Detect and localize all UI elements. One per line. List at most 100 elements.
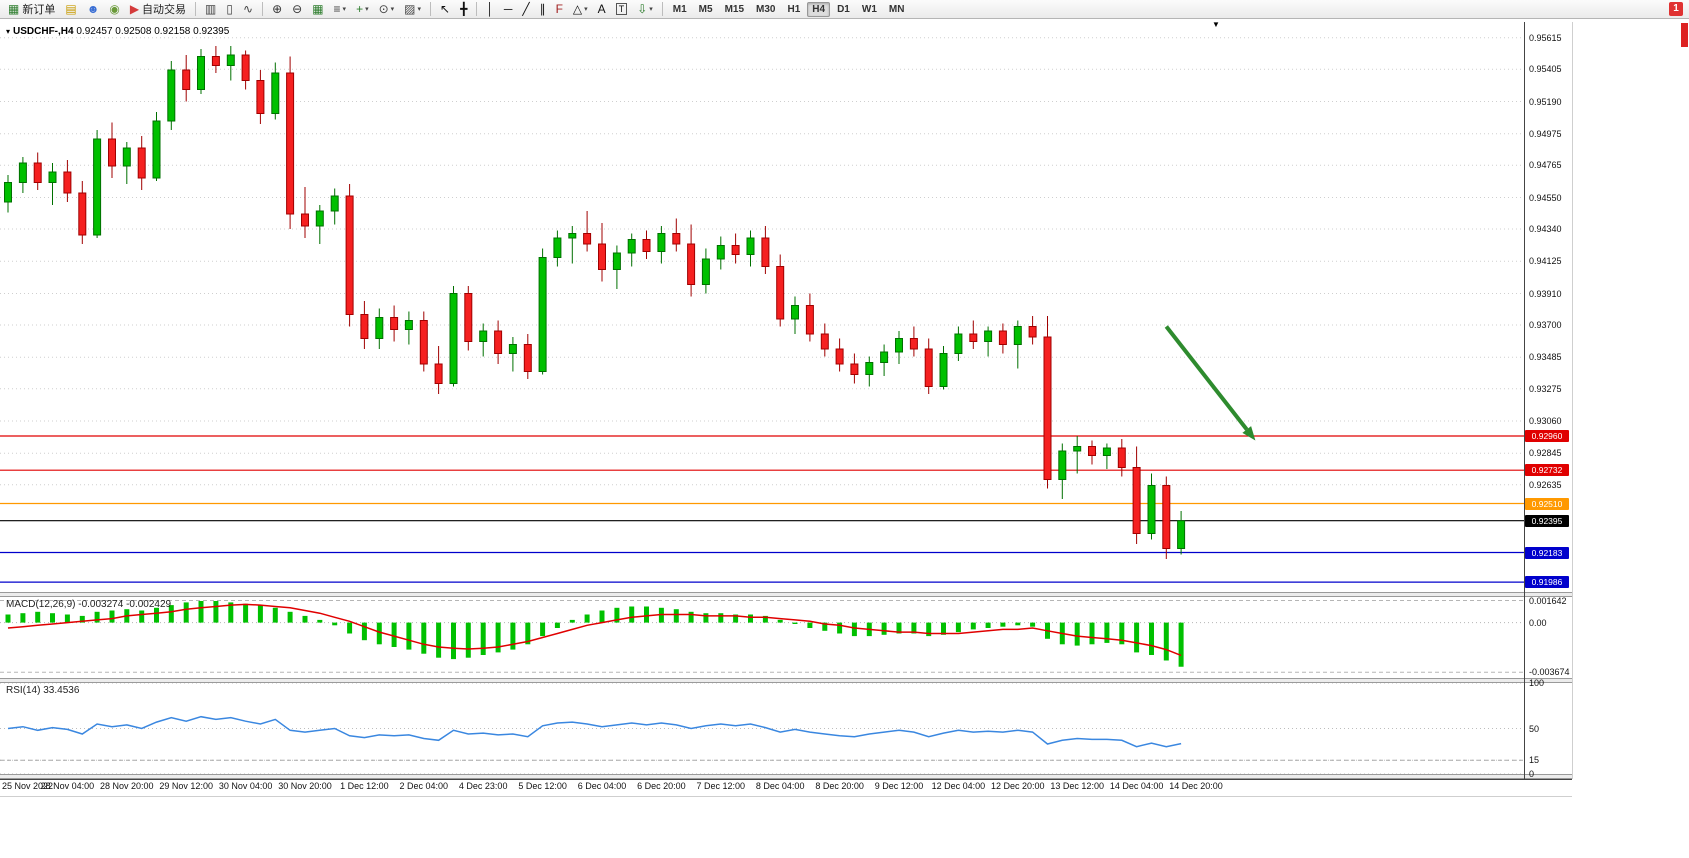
timeframe-d1[interactable]: D1 [837,3,850,15]
price-level-label: 0.92510 [1525,497,1569,510]
fibonacci-icon: F [555,2,563,16]
price-axis-label: 0.92635 [1529,479,1562,490]
add-indicator-icon: + [356,2,364,16]
channel-icon[interactable]: ∥ [536,0,550,19]
price-level-label: 0.91986 [1525,576,1569,589]
vertical-line-icon[interactable]: │ [482,0,498,19]
price-chart-plot[interactable] [0,22,1524,592]
fibonacci-icon[interactable]: F [552,0,567,19]
candlestick-chart-icon: ▯ [226,2,233,16]
template-icon: ▨ [404,2,416,16]
profile-icon: ☻ [86,2,100,16]
panel-separator[interactable] [0,592,1572,597]
text-label-icon[interactable]: T [612,0,632,19]
rsi-title: RSI(14) 33.4536 [6,685,80,696]
price-axis-label: 0.94550 [1529,192,1562,203]
ohlc-values: 0.92457 0.92508 0.92158 0.92395 [76,26,230,37]
macd-panel-plot[interactable] [0,597,1524,678]
rsi-axis-label: 15 [1529,755,1540,766]
bar-chart-icon[interactable]: ▥ [201,0,220,19]
auto-trading-button: ▶ [129,2,140,16]
charts-grid-icon[interactable]: ▤ [61,0,80,19]
notification-badge[interactable]: 1 [1669,2,1683,16]
timeframe-w1[interactable]: W1 [861,3,877,15]
trendline-icon: ╱ [522,2,530,16]
crosshair-icon[interactable]: ╋ [456,0,471,19]
panel-separator[interactable] [0,774,1572,779]
trendline-icon[interactable]: ╱ [518,0,533,19]
price-axis-label: 0.94340 [1529,224,1562,234]
dropdown-caret-icon: ▾ [649,6,653,13]
dropdown-caret-icon: ▾ [417,6,422,13]
history-center-icon[interactable]: ◉ [105,0,123,19]
dropdown-caret-icon: ▾ [584,6,588,13]
zoom-out-icon[interactable]: ⊖ [288,0,306,19]
price-level-label: 0.92960 [1525,430,1569,442]
tile-windows-icon[interactable]: ▦ [308,0,327,19]
timeframe-m1[interactable]: M1 [672,3,687,15]
auto-trading-button[interactable]: ▶ 自动交易 [126,0,190,19]
dropdown-caret-icon: ▾ [365,6,369,13]
crosshair-icon: ╋ [460,2,468,16]
chart-menu-icon[interactable]: ▾ [6,27,11,36]
profile-icon[interactable]: ☻ [83,0,104,19]
right-scroll-indicator[interactable] [1681,23,1688,47]
toolbar-separator [430,2,432,16]
zoom-in-icon[interactable]: ⊕ [268,0,286,19]
shapes-icon: △ [572,2,583,16]
symbol-timeframe-label: USDCHF-,H4 [13,26,74,37]
macd-axis-label: -0.003674 [1529,667,1570,678]
toolbar-separator [661,2,663,16]
rsi-panel-plot[interactable] [0,683,1524,774]
timeframe-mn[interactable]: MN [888,3,905,15]
price-axis-label: 0.93485 [1529,352,1562,363]
arrows-icon[interactable]: ⇩ ▾ [633,0,657,19]
toolbar: ▦ 新订单 ▤ ☻ ◉ ▶ 自动交易 ▥ ▯ ∿ ⊕ ⊖ ▦ ≡ ▾ + ▾ ⊙ ▾ ▨ ▾ ↖ ╋ │ ─ ╱ ∥ F △ ▾ A T ⇩ ▾ M… [0,0,1689,19]
template-icon[interactable]: ▨ ▾ [400,0,425,19]
price-axis-label: 0.93275 [1529,383,1562,394]
time-axis [0,779,1572,797]
arrows-icon: ⇩ [637,2,648,16]
macd-axis-label: 0.00 [1529,617,1547,628]
timeframe-m30[interactable]: M30 [756,3,776,15]
price-level-label: 0.92395 [1525,514,1569,527]
indicator-list-icon: ≡ [333,2,341,16]
horizontal-line-icon[interactable]: ─ [500,0,517,19]
chart-shift-marker-icon[interactable]: ▼ [1212,20,1220,29]
toolbar-separator [476,2,478,16]
dropdown-caret-icon: ▾ [342,6,347,13]
text-icon[interactable]: A [594,0,610,19]
shapes-icon[interactable]: △ ▾ [569,0,592,19]
timeframe-h1[interactable]: H1 [787,3,801,15]
period-icon: ⊙ [378,2,389,16]
new-order-button[interactable]: ▦ 新订单 [4,0,59,19]
macd-title: MACD(12,26,9) -0.003274 -0.002429 [6,599,172,610]
panel-separator[interactable] [0,678,1572,683]
price-axis-label: 0.95405 [1529,64,1562,75]
price-axis-label: 0.94975 [1529,128,1562,139]
add-indicator-icon[interactable]: + ▾ [352,0,373,19]
price-level-label: 0.92732 [1525,464,1569,477]
price-axis-label: 0.94125 [1529,256,1562,267]
dropdown-caret-icon: ▾ [390,6,395,13]
channel-icon: ∥ [539,2,546,16]
price-axis-label: 0.93910 [1529,288,1562,299]
text-icon: A [597,2,606,16]
line-chart-icon[interactable]: ∿ [239,0,257,19]
toolbar-separator [262,2,264,16]
price-axis-label: 0.94765 [1529,160,1562,171]
cursor-icon[interactable]: ↖ [436,0,454,19]
period-icon[interactable]: ⊙ ▾ [375,0,399,19]
zoom-in-icon: ⊕ [272,2,283,16]
new-order-button: ▦ [8,2,20,16]
timeframe-m5[interactable]: M5 [698,3,713,15]
indicator-list-icon[interactable]: ≡ ▾ [330,0,351,19]
vertical-line-icon: │ [486,2,494,16]
history-center-icon: ◉ [109,2,120,16]
timeframe-h4[interactable]: H4 [807,1,831,17]
candlestick-chart-icon[interactable]: ▯ [222,0,237,19]
timeframe-m15[interactable]: M15 [724,3,745,15]
cursor-icon: ↖ [440,2,451,16]
horizontal-line-icon: ─ [503,2,513,16]
